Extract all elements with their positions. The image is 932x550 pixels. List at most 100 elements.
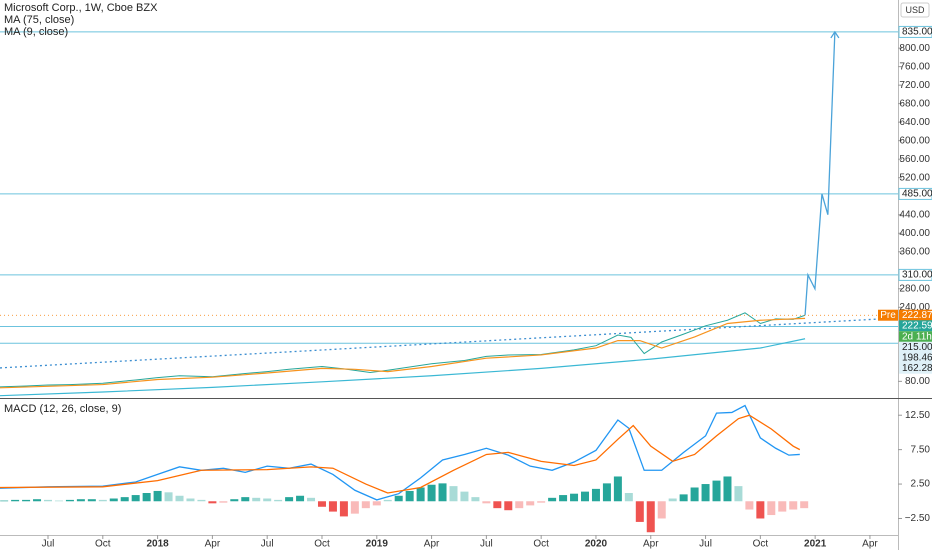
histogram-bar bbox=[537, 501, 546, 503]
currency-box[interactable] bbox=[900, 2, 930, 18]
histogram-bar bbox=[559, 495, 568, 502]
histogram-bar bbox=[263, 498, 272, 502]
histogram-bar bbox=[285, 497, 294, 502]
histogram-bar bbox=[471, 497, 480, 502]
y-tick-label: 640.00 bbox=[899, 117, 930, 128]
histogram-bar bbox=[208, 501, 217, 504]
histogram-bar bbox=[307, 497, 316, 502]
legend-entry[interactable]: MA (9, close) bbox=[4, 26, 68, 38]
x-tick-label: 2018 bbox=[146, 539, 169, 550]
histogram-bar bbox=[657, 501, 666, 519]
histogram-bar bbox=[449, 486, 458, 502]
histogram-bar bbox=[438, 483, 447, 502]
price-label: 222.59 bbox=[902, 320, 932, 331]
histogram-bar bbox=[383, 499, 392, 502]
histogram-bar bbox=[87, 499, 96, 502]
histogram-bar bbox=[252, 497, 261, 502]
histogram-bar bbox=[328, 501, 337, 512]
price-label: 222.87 bbox=[902, 310, 932, 321]
histogram-bar bbox=[44, 499, 53, 502]
price-label-box bbox=[899, 309, 932, 321]
histogram-bar bbox=[723, 476, 732, 502]
histogram-bar bbox=[65, 499, 74, 502]
histogram-bar bbox=[668, 498, 677, 502]
x-tick-label: 2019 bbox=[366, 539, 389, 550]
histogram-bar bbox=[142, 493, 151, 502]
x-tick-label: Apr bbox=[424, 539, 440, 550]
histogram-bar bbox=[372, 501, 381, 506]
x-tick-label: Apr bbox=[205, 539, 221, 550]
price-label: 198.46 bbox=[902, 352, 932, 363]
price-label-box bbox=[898, 25, 932, 38]
y-tick-label: −2.50 bbox=[905, 513, 931, 524]
price-label: 485.00 bbox=[902, 189, 932, 200]
pre-tag-box bbox=[878, 309, 898, 321]
price-label-box bbox=[899, 320, 932, 332]
histogram-bar bbox=[339, 501, 348, 517]
y-tick-label: 600.00 bbox=[899, 135, 930, 146]
histogram-bar bbox=[515, 501, 524, 509]
histogram-bar bbox=[54, 500, 63, 502]
histogram-bar bbox=[635, 501, 644, 522]
histogram-bar bbox=[350, 501, 359, 514]
macd-title: MACD (12, 26, close, 9) bbox=[4, 403, 121, 415]
price-line bbox=[0, 312, 806, 388]
projection-line bbox=[804, 31, 836, 316]
histogram-bar bbox=[548, 497, 557, 502]
histogram-bar bbox=[690, 487, 699, 502]
y-tick-label: 12.50 bbox=[905, 410, 930, 421]
projection-arrow bbox=[830, 30, 840, 39]
histogram-bar bbox=[0, 500, 9, 502]
histogram-bar bbox=[120, 497, 129, 502]
x-tick-label: Oct bbox=[533, 539, 549, 550]
histogram-bar bbox=[296, 495, 305, 502]
currency: USD bbox=[905, 5, 925, 15]
moving-average bbox=[0, 317, 806, 389]
histogram-bar bbox=[712, 480, 721, 502]
x-tick-label: Apr bbox=[862, 539, 878, 550]
histogram-bar bbox=[22, 499, 31, 502]
price-label-box bbox=[899, 352, 932, 364]
histogram-bar bbox=[570, 493, 579, 502]
histogram-bar bbox=[613, 476, 622, 502]
histogram-bar bbox=[482, 501, 491, 504]
y-tick-label: 800.00 bbox=[899, 43, 930, 54]
y-tick-label: 360.00 bbox=[899, 246, 930, 257]
histogram-bar bbox=[789, 501, 798, 510]
y-tick-label: 280.00 bbox=[899, 283, 930, 294]
histogram-bar bbox=[175, 495, 184, 502]
histogram-bar bbox=[591, 488, 600, 502]
x-tick-label: Oct bbox=[95, 539, 111, 550]
legend-entry[interactable]: MA (75, close) bbox=[4, 14, 74, 26]
price-label: 162.28 bbox=[902, 363, 932, 374]
y-tick-label: 400.00 bbox=[899, 228, 930, 239]
y-tick-label: 2.50 bbox=[911, 479, 931, 490]
x-tick-label: Oct bbox=[314, 539, 330, 550]
histogram-bar bbox=[76, 499, 85, 502]
histogram-bar bbox=[394, 495, 403, 502]
histogram-bar bbox=[493, 501, 502, 509]
price-label: 215.00 bbox=[902, 342, 932, 353]
y-tick-label: 760.00 bbox=[899, 61, 930, 72]
pre-tag: Pre bbox=[880, 310, 896, 321]
legend-entry[interactable]: Microsoft Corp., 1W, Cboe BZX bbox=[4, 2, 158, 14]
x-tick-label: 2021 bbox=[804, 539, 827, 550]
histogram-bar bbox=[109, 498, 118, 502]
y-tick-label: 240.00 bbox=[899, 302, 930, 313]
price-label: 310.00 bbox=[902, 270, 932, 281]
histogram-bar bbox=[241, 497, 250, 502]
histogram-bar bbox=[526, 501, 535, 506]
histogram-bar bbox=[361, 501, 370, 509]
y-tick-label: 80.00 bbox=[905, 376, 930, 387]
histogram-bar bbox=[504, 501, 513, 511]
histogram-bar bbox=[800, 501, 809, 509]
histogram-bar bbox=[745, 501, 754, 510]
price-label: 835.00 bbox=[902, 27, 932, 38]
histogram-bar bbox=[11, 499, 20, 502]
signal-line bbox=[0, 414, 801, 494]
x-tick-label: Jul bbox=[42, 539, 55, 550]
price-label: 2d 11h bbox=[902, 331, 932, 342]
price-label-box bbox=[899, 362, 932, 374]
histogram-bar bbox=[756, 501, 765, 519]
histogram-bar bbox=[405, 490, 414, 502]
